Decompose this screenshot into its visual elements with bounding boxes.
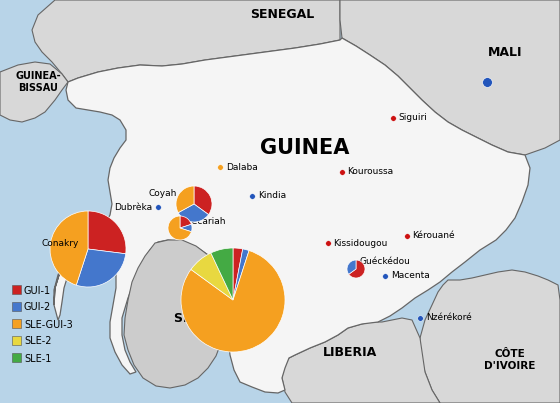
Bar [12, 302, 21, 311]
Wedge shape [178, 204, 208, 222]
Polygon shape [124, 240, 228, 388]
Text: LIBERIA: LIBERIA [323, 345, 377, 359]
Polygon shape [282, 318, 440, 403]
Wedge shape [76, 249, 125, 287]
Text: Guéckédou: Guéckédou [360, 258, 411, 266]
Text: SENEGAL: SENEGAL [250, 8, 314, 21]
Text: CÔTE
D'IVOIRE: CÔTE D'IVOIRE [484, 349, 536, 371]
Bar [12, 336, 21, 345]
Wedge shape [180, 224, 192, 232]
Text: Kérouané: Kérouané [412, 231, 455, 241]
Text: GUINEA: GUINEA [260, 138, 349, 158]
Text: SLE-2: SLE-2 [24, 337, 52, 347]
Text: Conakry: Conakry [42, 239, 80, 247]
Polygon shape [32, 0, 340, 82]
Polygon shape [420, 270, 560, 403]
Wedge shape [347, 260, 356, 274]
Wedge shape [233, 248, 242, 300]
Wedge shape [233, 249, 249, 300]
Wedge shape [181, 251, 285, 352]
Polygon shape [0, 62, 68, 122]
Polygon shape [340, 0, 560, 155]
Wedge shape [211, 248, 233, 300]
Text: SLE-1: SLE-1 [24, 353, 52, 364]
Text: Kouroussa: Kouroussa [347, 168, 393, 177]
Text: SLE-GUI-3: SLE-GUI-3 [24, 320, 73, 330]
Text: Nzérékoré: Nzérékoré [426, 314, 472, 322]
Bar [12, 285, 21, 294]
Bar [12, 319, 21, 328]
Wedge shape [88, 211, 126, 254]
Wedge shape [191, 253, 233, 300]
Wedge shape [180, 216, 192, 228]
Wedge shape [168, 216, 192, 240]
Text: MALI: MALI [488, 46, 522, 58]
Bar [12, 353, 21, 362]
Text: Dubrèka: Dubrèka [114, 202, 152, 212]
Text: Kissidougou: Kissidougou [333, 239, 388, 247]
Text: GUI-1: GUI-1 [24, 285, 51, 295]
Wedge shape [50, 211, 88, 285]
Wedge shape [176, 186, 194, 213]
Text: SIERRA LEONE: SIERRA LEONE [174, 312, 276, 324]
Text: Coyah: Coyah [148, 189, 177, 199]
Text: Forécariah: Forécariah [178, 218, 226, 226]
Wedge shape [194, 186, 212, 214]
Polygon shape [54, 38, 530, 393]
Text: GUINEA-
BISSAU: GUINEA- BISSAU [15, 71, 61, 93]
Text: Macenta: Macenta [391, 272, 430, 280]
Text: GUI-2: GUI-2 [24, 303, 52, 312]
Wedge shape [349, 260, 365, 278]
Text: Siguiri: Siguiri [398, 114, 427, 123]
Text: Dalaba: Dalaba [226, 162, 258, 172]
Text: Kindia: Kindia [258, 191, 286, 201]
